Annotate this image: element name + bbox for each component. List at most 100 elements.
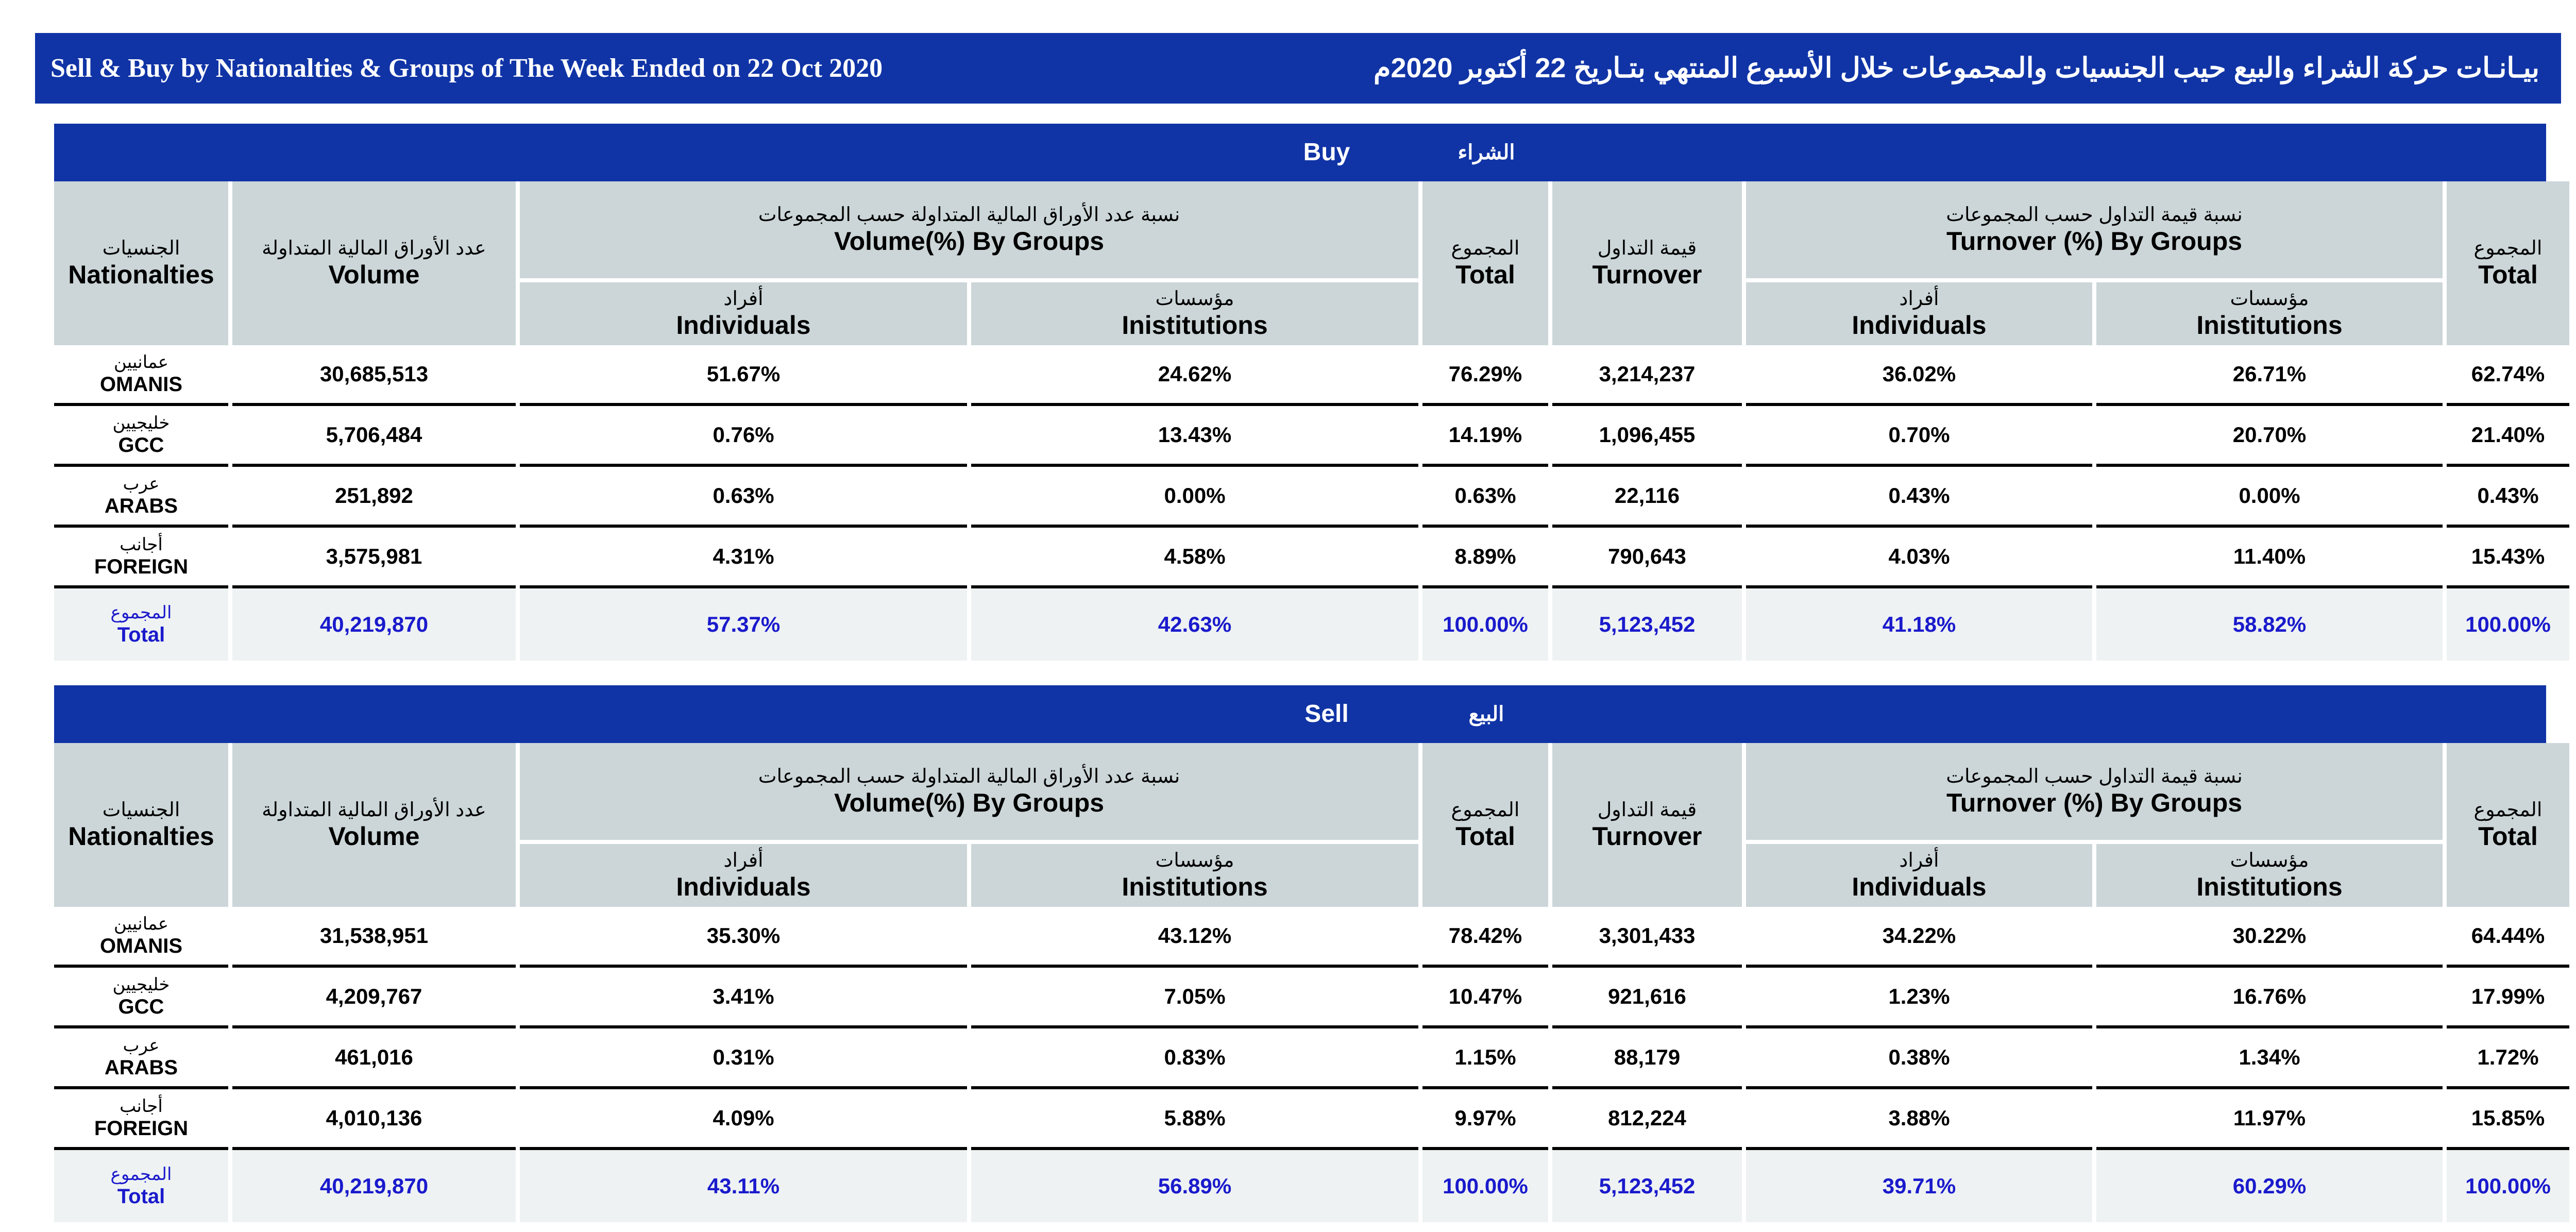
vol-individuals-cell: 57.37% xyxy=(520,588,967,661)
col-turnover-total: المجموع Total xyxy=(2447,181,2569,345)
to-institutions-cell: 58.82% xyxy=(2096,588,2443,661)
to-total-cell: 17.99% xyxy=(2447,968,2569,1028)
vol-institutions-cell: 5.88% xyxy=(971,1089,1418,1150)
table-row: عمانيين OMANIS 31,538,951 35.30% 43.12% 7… xyxy=(54,907,2569,968)
to-individuals-cell: 36.02% xyxy=(1746,345,2092,406)
col-volume-total: المجموع Total xyxy=(1422,743,1548,907)
volume-cell: 251,892 xyxy=(232,467,516,528)
nationality-cell: أجانب FOREIGN xyxy=(54,528,228,588)
to-institutions-cell: 30.22% xyxy=(2096,907,2443,968)
buy-label-ar: الشراء xyxy=(1458,141,1515,164)
turnover-cell: 3,301,433 xyxy=(1552,907,1742,968)
table-row: خليجيين GCC 5,706,484 0.76% 13.43% 14.19%… xyxy=(54,406,2569,467)
to-total-cell: 1.72% xyxy=(2447,1028,2569,1089)
sell-table: الجنسيات Nationalties عدد الأوراق المالية… xyxy=(50,743,2573,1222)
vol-total-cell: 9.97% xyxy=(1422,1089,1548,1150)
volume-cell: 5,706,484 xyxy=(232,406,516,467)
turnover-cell: 22,116 xyxy=(1552,467,1742,528)
volume-cell: 40,219,870 xyxy=(232,1150,516,1222)
vol-total-cell: 0.63% xyxy=(1422,467,1548,528)
volume-cell: 30,685,513 xyxy=(232,345,516,406)
vol-total-cell: 100.00% xyxy=(1422,588,1548,661)
vol-total-cell: 1.15% xyxy=(1422,1028,1548,1089)
to-total-cell: 15.85% xyxy=(2447,1089,2569,1150)
to-institutions-cell: 0.00% xyxy=(2096,467,2443,528)
buy-label-en: Buy xyxy=(1303,139,1350,166)
volume-cell: 3,575,981 xyxy=(232,528,516,588)
col-to-individuals: أفراد Individuals xyxy=(1746,282,2092,345)
report-title-bar: Sell & Buy by Nationalties & Groups of T… xyxy=(35,33,2561,104)
vol-institutions-cell: 43.12% xyxy=(971,907,1418,968)
sell-section-header: Sell البيع xyxy=(54,685,2546,743)
col-volume: عدد الأوراق المالية المتداولة Volume xyxy=(232,743,516,907)
to-institutions-cell: 11.97% xyxy=(2096,1089,2443,1150)
vol-total-cell: 76.29% xyxy=(1422,345,1548,406)
to-total-cell: 21.40% xyxy=(2447,406,2569,467)
nationality-cell: عمانيين OMANIS xyxy=(54,345,228,406)
col-nationalities: الجنسيات Nationalties xyxy=(54,181,228,345)
table-row: خليجيين GCC 4,209,767 3.41% 7.05% 10.47% … xyxy=(54,968,2569,1028)
to-individuals-cell: 1.23% xyxy=(1746,968,2092,1028)
nationality-cell: خليجيين GCC xyxy=(54,406,228,467)
vol-individuals-cell: 4.09% xyxy=(520,1089,967,1150)
report-title-ar: بيـانـات حركة الشراء والبيع حيب الجنسيات… xyxy=(1374,53,2539,83)
vol-institutions-cell: 13.43% xyxy=(971,406,1418,467)
nationality-cell: عرب ARABS xyxy=(54,1028,228,1089)
vol-individuals-cell: 35.30% xyxy=(520,907,967,968)
col-turnover-groups: نسبة قيمة التداول حسب المجموعات Turnover … xyxy=(1746,743,2443,844)
to-individuals-cell: 3.88% xyxy=(1746,1089,2092,1150)
vol-individuals-cell: 0.63% xyxy=(520,467,967,528)
col-vol-institutions: مؤسسات Inistitutions xyxy=(971,844,1418,907)
table-row: عرب ARABS 461,016 0.31% 0.83% 1.15% 88,17… xyxy=(54,1028,2569,1089)
to-total-cell: 100.00% xyxy=(2447,588,2569,661)
col-volume-groups: نسبة عدد الأوراق المالية المتداولة حسب ا… xyxy=(520,181,1418,282)
vol-total-cell: 100.00% xyxy=(1422,1150,1548,1222)
to-individuals-cell: 39.71% xyxy=(1746,1150,2092,1222)
vol-institutions-cell: 56.89% xyxy=(971,1150,1418,1222)
turnover-cell: 812,224 xyxy=(1552,1089,1742,1150)
col-to-individuals: أفراد Individuals xyxy=(1746,844,2092,907)
to-individuals-cell: 0.38% xyxy=(1746,1028,2092,1089)
turnover-cell: 5,123,452 xyxy=(1552,588,1742,661)
vol-total-cell: 10.47% xyxy=(1422,968,1548,1028)
total-row: المجموع Total 40,219,870 57.37% 42.63% 10… xyxy=(54,588,2569,661)
col-volume-total: المجموع Total xyxy=(1422,181,1548,345)
table-row: عمانيين OMANIS 30,685,513 51.67% 24.62% 7… xyxy=(54,345,2569,406)
to-individuals-cell: 41.18% xyxy=(1746,588,2092,661)
nationality-cell: المجموع Total xyxy=(54,588,228,661)
col-turnover: قيمة التداول Turnover xyxy=(1552,743,1742,907)
col-to-institutions: مؤسسات Inistitutions xyxy=(2096,844,2443,907)
total-row: المجموع Total 40,219,870 43.11% 56.89% 10… xyxy=(54,1150,2569,1222)
volume-cell: 31,538,951 xyxy=(232,907,516,968)
to-individuals-cell: 0.43% xyxy=(1746,467,2092,528)
to-individuals-cell: 34.22% xyxy=(1746,907,2092,968)
to-total-cell: 100.00% xyxy=(2447,1150,2569,1222)
turnover-cell: 1,096,455 xyxy=(1552,406,1742,467)
nationality-cell: المجموع Total xyxy=(54,1150,228,1222)
vol-institutions-cell: 7.05% xyxy=(971,968,1418,1028)
col-turnover-total: المجموع Total xyxy=(2447,743,2569,907)
turnover-cell: 921,616 xyxy=(1552,968,1742,1028)
vol-total-cell: 78.42% xyxy=(1422,907,1548,968)
vol-institutions-cell: 24.62% xyxy=(971,345,1418,406)
nationality-cell: عرب ARABS xyxy=(54,467,228,528)
vol-individuals-cell: 4.31% xyxy=(520,528,967,588)
volume-cell: 461,016 xyxy=(232,1028,516,1089)
to-institutions-cell: 26.71% xyxy=(2096,345,2443,406)
buy-section-header: Buy الشراء xyxy=(54,124,2546,181)
to-total-cell: 62.74% xyxy=(2447,345,2569,406)
vol-institutions-cell: 42.63% xyxy=(971,588,1418,661)
buy-table: الجنسيات Nationalties عدد الأوراق المالية… xyxy=(50,181,2573,661)
volume-cell: 40,219,870 xyxy=(232,588,516,661)
to-institutions-cell: 60.29% xyxy=(2096,1150,2443,1222)
sell-label-ar: البيع xyxy=(1468,703,1504,725)
col-volume-groups: نسبة عدد الأوراق المالية المتداولة حسب ا… xyxy=(520,743,1418,844)
to-individuals-cell: 0.70% xyxy=(1746,406,2092,467)
turnover-cell: 790,643 xyxy=(1552,528,1742,588)
vol-individuals-cell: 0.31% xyxy=(520,1028,967,1089)
nationality-cell: عمانيين OMANIS xyxy=(54,907,228,968)
col-vol-individuals: أفراد Individuals xyxy=(520,844,967,907)
vol-individuals-cell: 3.41% xyxy=(520,968,967,1028)
col-turnover: قيمة التداول Turnover xyxy=(1552,181,1742,345)
report-title-en: Sell & Buy by Nationalties & Groups of T… xyxy=(50,54,883,83)
